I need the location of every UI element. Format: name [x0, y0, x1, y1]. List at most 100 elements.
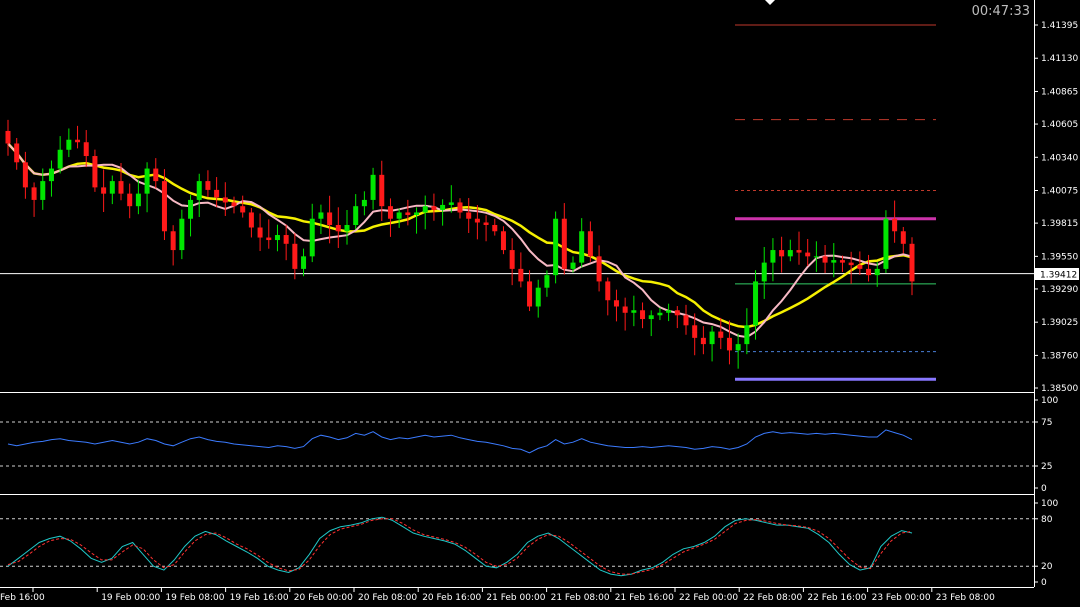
- time-tick-label: 21 Feb 08:00: [551, 593, 610, 603]
- price-tick-label: 1.39550: [1041, 252, 1078, 262]
- candle-body: [570, 262, 576, 269]
- candle-body: [622, 306, 628, 313]
- candle-body: [518, 268, 524, 282]
- candle-body: [605, 281, 611, 301]
- oscillator-1-ticks: 100 75 25 0: [1034, 396, 1058, 494]
- shift-marker-icon[interactable]: [765, 0, 775, 5]
- candle-body: [344, 224, 350, 232]
- candle-body: [214, 189, 220, 198]
- candle-body: [135, 193, 141, 207]
- candle-body: [431, 206, 437, 210]
- price-tick-label: 1.40340: [1041, 153, 1078, 163]
- time-tick-label: 19 Feb 08:00: [165, 593, 224, 603]
- candle-body: [335, 224, 341, 232]
- candle-body: [579, 231, 585, 263]
- candle-body: [509, 250, 515, 269]
- candle-body: [596, 256, 602, 282]
- candle-body: [318, 212, 324, 219]
- candles: [5, 119, 915, 369]
- candle-body: [379, 174, 385, 207]
- candle-body: [761, 262, 767, 282]
- oscillator-tick-label: 100: [1041, 396, 1058, 406]
- candle-body: [874, 268, 880, 276]
- candle-body: [440, 204, 446, 210]
- time-tick-label: 22 Feb 08:00: [743, 593, 802, 603]
- candle-body: [839, 260, 845, 263]
- time-tick-label: Feb 16:00: [0, 593, 45, 603]
- candle-body: [640, 310, 646, 320]
- current-price-box: 1.39412: [1035, 268, 1079, 281]
- candle-body: [14, 143, 20, 163]
- candle-body: [66, 139, 72, 150]
- candle-body: [188, 199, 194, 219]
- candle-body: [587, 231, 593, 257]
- candle-body: [831, 260, 837, 263]
- candle-body: [726, 337, 732, 351]
- candle-body: [457, 202, 463, 213]
- candle-body: [153, 168, 159, 182]
- candle-body: [75, 139, 81, 143]
- price-tick-label: 1.39290: [1041, 285, 1078, 295]
- candle-body: [40, 181, 46, 200]
- candle-body: [770, 250, 776, 263]
- oscillator-1-pane: [0, 421, 1034, 467]
- price-tick-label: 1.39815: [1041, 219, 1078, 229]
- candle-body: [700, 337, 706, 345]
- candle-body: [735, 344, 741, 351]
- candle-body: [866, 268, 872, 276]
- stochastic-d-line: [7, 518, 913, 575]
- server-clock: 00:47:33: [972, 4, 1030, 19]
- candle-body: [692, 325, 698, 338]
- candle-body: [422, 206, 428, 213]
- candle-body: [796, 250, 802, 253]
- candle-body: [179, 218, 185, 251]
- current-price-label: 1.39412: [1040, 271, 1077, 281]
- oscillator-tick-label: 25: [1041, 462, 1052, 472]
- time-axis-ticks: Feb 16:00 19 Feb 00:00 19 Feb 08:00 19 Feb …: [0, 588, 995, 603]
- candle-body: [327, 212, 333, 225]
- candle-body: [909, 243, 915, 282]
- candle-body: [553, 218, 559, 276]
- time-tick-label: 21 Feb 00:00: [486, 593, 545, 603]
- oscillator-tick-label: 0: [1041, 484, 1047, 494]
- candle-body: [892, 218, 898, 232]
- candle-body: [883, 218, 889, 269]
- stochastic-k-line: [7, 516, 913, 577]
- candle-body: [857, 265, 863, 269]
- candle-body: [127, 193, 133, 207]
- candle-body: [448, 202, 454, 205]
- price-tick-label: 1.39025: [1041, 318, 1078, 328]
- candle-body: [631, 310, 637, 313]
- candle-body: [387, 206, 393, 219]
- candle-body: [101, 187, 107, 194]
- candle-body: [257, 227, 263, 238]
- time-tick-label: 19 Feb 00:00: [101, 593, 160, 603]
- candle-body: [170, 231, 176, 251]
- oscillator-1-line: [7, 429, 913, 454]
- price-axis-ticks: 1.41395 1.41130 1.40865 1.40605 1.40340 1.400…: [1034, 21, 1078, 394]
- price-tick-label: 1.38500: [1041, 384, 1078, 394]
- candle-body: [466, 212, 472, 219]
- oscillator-2-ticks: 100 80 20 0: [1034, 499, 1058, 588]
- candle-body: [405, 212, 411, 215]
- candle-body: [57, 149, 63, 169]
- oscillator-tick-label: 100: [1041, 499, 1058, 509]
- oscillator-tick-label: 0: [1041, 578, 1047, 588]
- candle-body: [474, 218, 480, 223]
- time-tick-label: 21 Feb 16:00: [615, 593, 674, 603]
- candle-body: [83, 142, 89, 157]
- candle-body: [22, 162, 28, 188]
- candle-body: [900, 231, 906, 244]
- price-tick-label: 1.41395: [1041, 21, 1078, 31]
- candle-body: [535, 287, 541, 307]
- candle-body: [813, 256, 819, 258]
- candle-body: [196, 181, 202, 200]
- oscillator-2-pane: [0, 516, 1034, 577]
- candle-body: [283, 235, 289, 244]
- candle-body: [753, 281, 759, 326]
- candle-body: [414, 212, 420, 215]
- candle-body: [118, 181, 124, 194]
- candle-body: [5, 130, 11, 144]
- candle-body: [561, 218, 567, 269]
